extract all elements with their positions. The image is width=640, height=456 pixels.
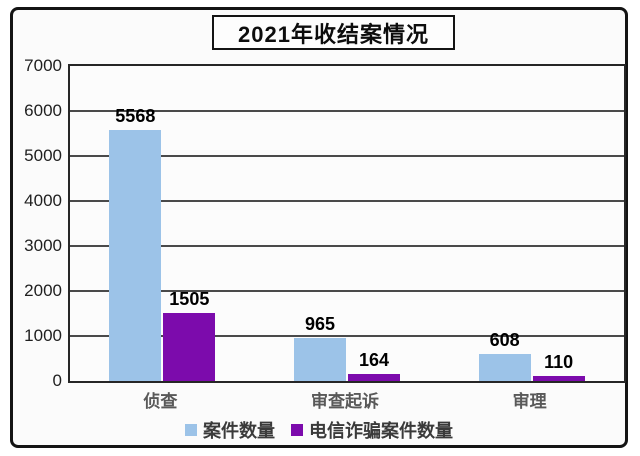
y-tick-5000: 5000 bbox=[24, 146, 62, 165]
gridline-6000 bbox=[70, 110, 624, 112]
gridline-2000 bbox=[70, 290, 624, 292]
x-category-审查起诉: 审查起诉 bbox=[310, 392, 379, 411]
bar-侦查-案件数量 bbox=[109, 130, 162, 381]
gridline-1000 bbox=[70, 335, 624, 337]
bar-value-侦查-案件数量: 5568 bbox=[115, 106, 156, 127]
bar-审理-案件数量 bbox=[478, 353, 531, 381]
y-tick-2000: 2000 bbox=[24, 281, 62, 300]
legend: 案件数量 电信诈骗案件数量 bbox=[13, 417, 625, 443]
chart-title-box: 2021年收结案情况 bbox=[212, 15, 455, 50]
chart-frame: 2021年收结案情况 5568 1505 965 164 608 110 0 1000 200… bbox=[10, 7, 628, 448]
bar-审查起诉-案件数量 bbox=[294, 337, 346, 381]
bar-value-审查起诉-电信诈骗案件数量: 164 bbox=[358, 349, 390, 370]
legend-swatch-icon bbox=[291, 424, 303, 436]
legend-item-案件数量: 案件数量 bbox=[185, 417, 275, 443]
plot-area: 5568 1505 965 164 608 110 bbox=[68, 64, 626, 383]
y-tick-3000: 3000 bbox=[24, 236, 62, 255]
gridline-4000 bbox=[70, 200, 624, 202]
x-category-审理: 审理 bbox=[512, 392, 547, 411]
y-tick-7000: 7000 bbox=[24, 56, 62, 75]
bar-value-审理-案件数量: 608 bbox=[489, 329, 520, 350]
bar-审查起诉-电信诈骗案件数量 bbox=[348, 373, 400, 381]
bar-value-侦查-电信诈骗案件数量: 1505 bbox=[169, 289, 210, 310]
legend-item-电信诈骗案件数量: 电信诈骗案件数量 bbox=[291, 417, 453, 443]
bar-value-审查起诉-案件数量: 965 bbox=[304, 313, 336, 334]
x-category-侦查: 侦查 bbox=[143, 392, 178, 411]
bar-value-审理-电信诈骗案件数量: 110 bbox=[544, 352, 574, 373]
legend-label: 电信诈骗案件数量 bbox=[309, 421, 453, 441]
bar-侦查-电信诈骗案件数量 bbox=[163, 313, 216, 381]
legend-label: 案件数量 bbox=[203, 421, 275, 441]
bar-审理-电信诈骗案件数量 bbox=[532, 376, 585, 381]
gridline-5000 bbox=[70, 155, 624, 157]
y-tick-6000: 6000 bbox=[24, 101, 62, 120]
chart-title: 2021年收结案情况 bbox=[238, 21, 429, 47]
y-tick-1000: 1000 bbox=[24, 326, 62, 345]
gridline-3000 bbox=[70, 245, 624, 247]
y-tick-0: 0 bbox=[52, 371, 62, 390]
y-tick-4000: 4000 bbox=[24, 191, 62, 210]
legend-swatch-icon bbox=[185, 424, 197, 436]
